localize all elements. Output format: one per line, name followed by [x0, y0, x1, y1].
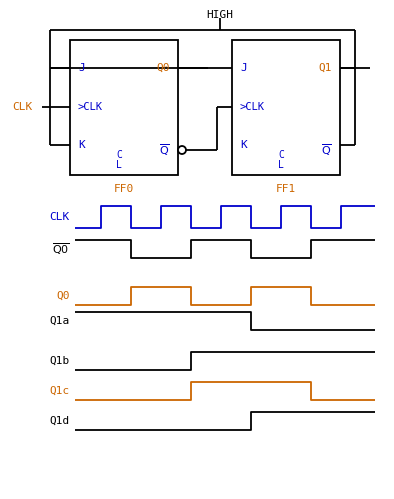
- Text: HIGH: HIGH: [206, 10, 234, 20]
- Text: $\overline{\rm Q0}$: $\overline{\rm Q0}$: [52, 241, 70, 257]
- Text: Q0: Q0: [56, 291, 70, 301]
- Text: K: K: [240, 140, 247, 150]
- Text: Q1c: Q1c: [50, 386, 70, 396]
- Text: CLK: CLK: [50, 212, 70, 222]
- Text: Q1a: Q1a: [50, 316, 70, 326]
- Text: $\overline{\rm Q}$: $\overline{\rm Q}$: [159, 142, 170, 158]
- Text: FF0: FF0: [114, 184, 134, 194]
- Text: FF1: FF1: [276, 184, 296, 194]
- Circle shape: [178, 146, 186, 154]
- Text: >CLK: >CLK: [78, 102, 103, 112]
- Text: C: C: [116, 150, 122, 160]
- Text: Q1b: Q1b: [50, 356, 70, 366]
- Text: $\overline{\rm Q}$: $\overline{\rm Q}$: [321, 142, 332, 158]
- Text: L: L: [278, 160, 284, 170]
- Text: L: L: [116, 160, 122, 170]
- Text: J: J: [240, 63, 247, 73]
- Text: >CLK: >CLK: [240, 102, 265, 112]
- Text: J: J: [78, 63, 85, 73]
- Text: Q1: Q1: [318, 63, 332, 73]
- Bar: [232, 40, 340, 175]
- Text: Q1d: Q1d: [50, 416, 70, 426]
- Bar: [70, 40, 178, 175]
- Text: CLK: CLK: [12, 102, 32, 112]
- Text: C: C: [278, 150, 284, 160]
- Text: Q0: Q0: [156, 63, 170, 73]
- Text: K: K: [78, 140, 85, 150]
